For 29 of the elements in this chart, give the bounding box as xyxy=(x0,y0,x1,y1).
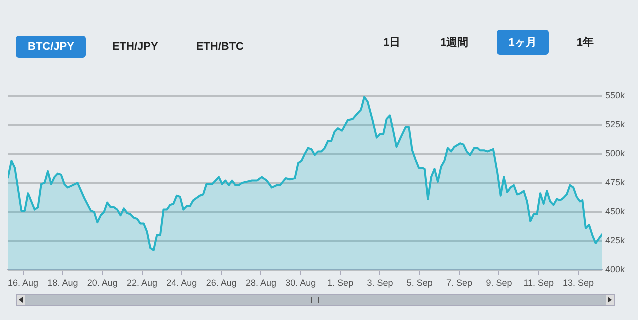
text: BTC/JPY xyxy=(16,36,86,58)
y-tick-label: 425k xyxy=(605,236,626,246)
x-tick-label: 11. Sep xyxy=(524,278,554,288)
text: 1年 xyxy=(576,36,595,51)
x-tick-label: 26. Aug xyxy=(206,278,237,288)
y-tick-label: 550k xyxy=(605,90,626,100)
text: 1ヶ月 xyxy=(496,30,549,55)
x-tick-label: 22. Aug xyxy=(127,278,158,288)
x-tick-label: 3. Sep xyxy=(367,278,394,288)
x-tick-label: 16. Aug xyxy=(8,278,39,288)
y-tick-label: 475k xyxy=(605,178,626,188)
y-tick-label: 525k xyxy=(605,120,626,130)
y-tick-label: 450k xyxy=(605,206,626,217)
x-tick-label: 30. Aug xyxy=(286,278,316,288)
text: 1週間 xyxy=(440,36,470,51)
text: ETH/BTC xyxy=(195,40,245,55)
x-tick-label: 24. Aug xyxy=(166,278,198,288)
y-tick-label: 500k xyxy=(605,148,626,159)
x-tick-label: 1. Sep xyxy=(328,278,354,288)
text: ETH/JPY xyxy=(111,40,160,55)
x-tick-label: 18. Aug xyxy=(48,278,78,288)
x-tick-label: 28. Aug xyxy=(246,278,277,288)
text: 1日 xyxy=(382,36,402,51)
x-tick-label: 20. Aug xyxy=(87,278,118,288)
x-tick-label: 13. Sep xyxy=(563,278,594,288)
x-tick-label: 5. Sep xyxy=(406,278,433,288)
y-tick-label: 400k xyxy=(605,264,626,275)
x-tick-label: 9. Sep xyxy=(486,278,512,288)
x-tick-label: 7. Sep xyxy=(446,278,473,288)
